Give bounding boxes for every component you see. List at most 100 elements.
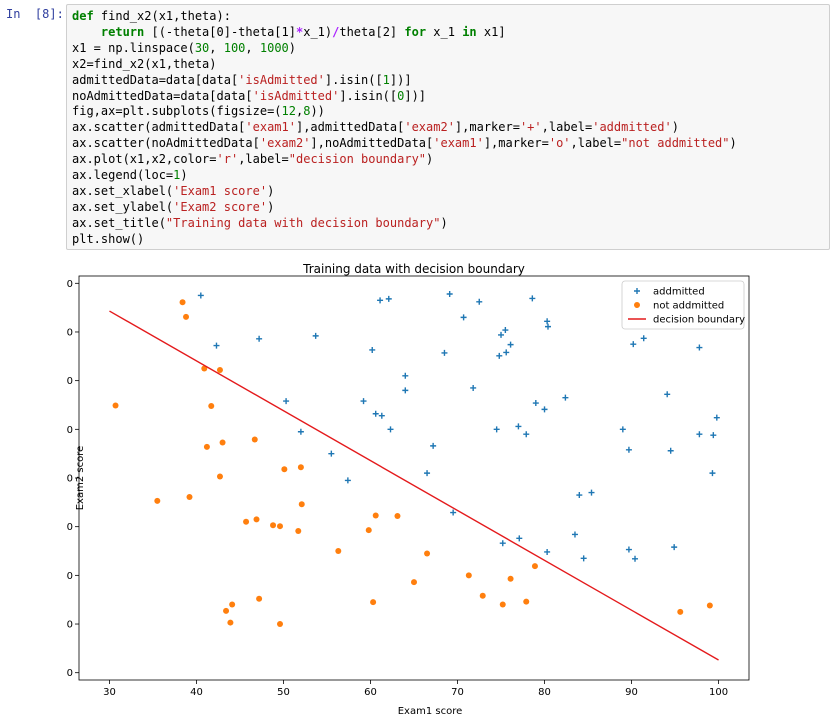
admitted-point bbox=[696, 344, 703, 351]
admitted-point bbox=[430, 442, 437, 449]
admitted-point bbox=[470, 384, 477, 391]
code-token: * bbox=[295, 24, 304, 39]
code-token: ax.set_title( bbox=[72, 215, 166, 230]
code-token: x_1) bbox=[303, 24, 333, 39]
code-token: ,label= bbox=[238, 152, 289, 167]
not-admitted-point bbox=[208, 402, 215, 409]
not-admitted-point bbox=[297, 464, 304, 471]
not-admitted-point bbox=[411, 579, 417, 586]
admitted-point bbox=[541, 406, 548, 413]
admitted-point bbox=[499, 540, 506, 547]
code-editor[interactable]: def find_x2(x1,theta): return [(-theta[0… bbox=[72, 9, 737, 248]
code-token: theta[2] bbox=[339, 24, 405, 39]
code-token bbox=[72, 25, 101, 39]
code-token: ,label= bbox=[541, 120, 593, 135]
code-input-area[interactable]: def find_x2(x1,theta): return [(-theta[0… bbox=[66, 4, 830, 250]
code-line: fig,ax=plt.subplots(figsize=(12,8)) bbox=[72, 104, 325, 118]
admitted-point bbox=[256, 335, 263, 342]
admitted-point bbox=[402, 387, 409, 394]
admitted-point bbox=[562, 394, 569, 401]
not-admitted-point bbox=[251, 436, 258, 443]
code-token: find_x2(x1,theta): bbox=[100, 9, 231, 23]
admitted-point bbox=[664, 391, 671, 398]
admitted-point bbox=[424, 470, 431, 477]
cell-output: 30 40 50 60 70 80 90 100 20 30 40 50 60 70 80 90 100 Tra… bbox=[54, 256, 826, 717]
code-token: ) bbox=[267, 199, 275, 214]
admitted-point bbox=[387, 426, 394, 433]
code-token: ) bbox=[440, 215, 448, 230]
legend-label: addmitted bbox=[653, 287, 705, 298]
not-admitted-point bbox=[216, 366, 223, 373]
code-line: ax.set_title("Training data with decisio… bbox=[72, 216, 448, 230]
admitted-point bbox=[312, 332, 319, 339]
code-token: 30 bbox=[194, 40, 210, 55]
code-token: admittedData=data[data[ bbox=[72, 72, 239, 87]
admitted-point bbox=[625, 546, 632, 553]
admitted-point bbox=[502, 327, 509, 334]
x-tick-label: 30 bbox=[103, 687, 116, 698]
admitted-point bbox=[377, 297, 384, 304]
admitted-point bbox=[571, 531, 578, 538]
admitted-point bbox=[515, 423, 522, 430]
y-tick-label: 60 bbox=[66, 474, 73, 485]
not-admitted-point bbox=[112, 402, 119, 409]
code-line: x2=find_x2(x1,theta) bbox=[72, 57, 217, 71]
code-token: def bbox=[72, 9, 101, 23]
admitted-point bbox=[667, 447, 674, 454]
admitted-point bbox=[450, 509, 457, 516]
admitted-point bbox=[283, 398, 290, 405]
legend-label: decision boundary bbox=[653, 315, 745, 326]
code-token: 'r' bbox=[216, 152, 239, 167]
not-admitted-point bbox=[531, 563, 538, 570]
code-token: ax.scatter(noAdmittedData[ bbox=[72, 136, 260, 151]
admitted-point bbox=[496, 352, 503, 359]
code-token: ],marker= bbox=[483, 136, 549, 151]
chart-legend: addmitted not addmitted decision boundary bbox=[621, 280, 745, 330]
y-axis-label: Exam2 score bbox=[75, 446, 86, 511]
code-token: x_1 bbox=[433, 24, 463, 39]
admitted-point bbox=[630, 341, 637, 348]
code-token: ax.legend(loc= bbox=[72, 168, 174, 183]
code-token: ])] bbox=[389, 72, 412, 87]
not-admitted-point bbox=[277, 621, 283, 628]
not-admitted-point bbox=[179, 299, 186, 306]
code-token: ) bbox=[671, 120, 679, 135]
code-token: 0 bbox=[397, 88, 405, 103]
admitted-point bbox=[619, 426, 626, 433]
code-line: ax.scatter(noAdmittedData['exam2'],noAdm… bbox=[72, 136, 737, 150]
code-token: 'isAdmitted' bbox=[238, 72, 325, 87]
admitted-point bbox=[671, 544, 678, 551]
admitted-point bbox=[369, 346, 376, 353]
code-token: 'exam1' bbox=[245, 120, 296, 135]
decision-boundary-line bbox=[109, 310, 719, 661]
not-admitted-point bbox=[365, 527, 372, 534]
admitted-point bbox=[213, 342, 220, 349]
not-admitted-point bbox=[229, 601, 236, 608]
not-admitted-point bbox=[335, 548, 342, 555]
not-admitted-point bbox=[298, 501, 305, 508]
admitted-point bbox=[640, 335, 647, 342]
code-line: ax.legend(loc=1) bbox=[72, 168, 188, 182]
code-token: 'Exam2 score' bbox=[173, 199, 268, 214]
not-admitted-point bbox=[219, 439, 226, 446]
not-admitted-point bbox=[216, 473, 223, 480]
code-token: ],noAdmittedData[ bbox=[310, 136, 434, 151]
admitted-point bbox=[544, 548, 551, 555]
code-token: for bbox=[404, 24, 434, 39]
not-admitted-point bbox=[523, 598, 530, 605]
admitted-point bbox=[532, 400, 539, 407]
not-admitted-point bbox=[465, 572, 472, 579]
admitted-point bbox=[372, 410, 379, 417]
code-line: def find_x2(x1,theta): bbox=[72, 9, 231, 23]
y-tick-label: 70 bbox=[66, 425, 73, 436]
not-admitted-point bbox=[270, 522, 277, 529]
not-admitted-point bbox=[677, 608, 684, 615]
plot-area bbox=[109, 291, 720, 661]
code-line: return [(-theta[0]-theta[1]*x_1)/theta[2… bbox=[72, 25, 506, 39]
not-admitted-point bbox=[295, 528, 302, 535]
y-tick-label: 50 bbox=[66, 522, 73, 533]
code-token: noAdmittedData=data[data[ bbox=[72, 88, 253, 103]
code-token: ) bbox=[180, 168, 188, 183]
code-token: 'addmitted' bbox=[592, 120, 672, 135]
code-token: [(-theta[0]-theta[1] bbox=[151, 24, 296, 39]
